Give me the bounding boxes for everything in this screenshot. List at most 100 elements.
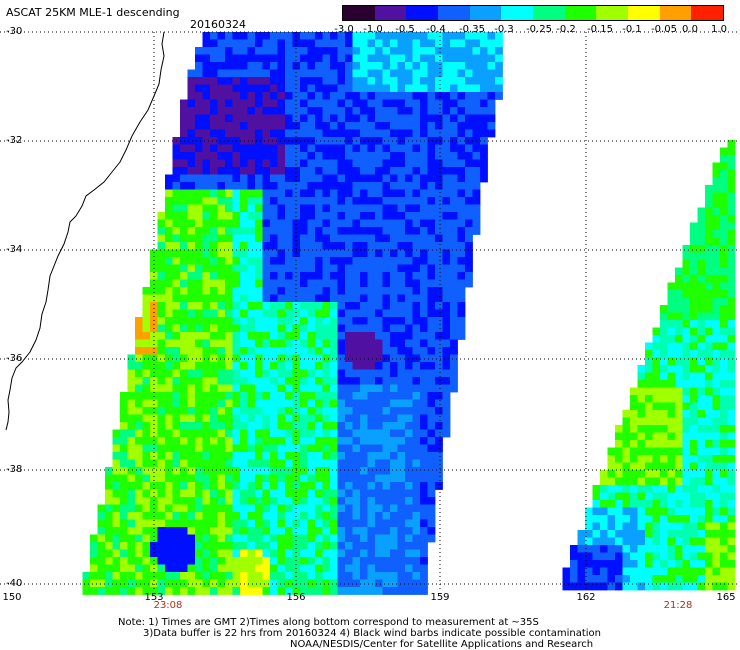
wind-cell bbox=[180, 444, 188, 453]
wind-cell bbox=[172, 339, 181, 348]
wind-cell bbox=[352, 152, 361, 160]
wind-cell bbox=[277, 467, 286, 475]
wind-cell bbox=[157, 212, 166, 220]
wind-cell bbox=[202, 489, 211, 498]
wind-cell bbox=[277, 324, 286, 333]
wind-cell bbox=[450, 54, 458, 63]
wind-cell bbox=[240, 332, 248, 340]
wind-cell bbox=[697, 507, 706, 516]
wind-cell bbox=[607, 582, 616, 591]
wind-cell bbox=[622, 537, 631, 546]
wind-cell bbox=[150, 332, 158, 340]
wind-cell bbox=[345, 287, 353, 295]
wind-cell bbox=[405, 519, 413, 528]
wind-cell bbox=[337, 219, 346, 228]
wind-cell bbox=[330, 69, 338, 78]
wind-cell bbox=[435, 399, 443, 408]
wind-cell bbox=[330, 99, 338, 108]
wind-cell bbox=[645, 440, 653, 448]
wind-cell bbox=[135, 437, 143, 445]
wind-cell bbox=[412, 302, 421, 310]
wind-cell bbox=[427, 257, 436, 265]
wind-cell bbox=[412, 234, 421, 243]
longitude-label: 156 bbox=[286, 592, 306, 603]
wind-cell bbox=[240, 467, 248, 475]
wind-cell bbox=[457, 92, 466, 100]
wind-cell bbox=[405, 182, 413, 190]
wind-cell bbox=[697, 320, 706, 328]
wind-cell bbox=[420, 429, 428, 438]
wind-cell bbox=[427, 339, 436, 348]
wind-cell bbox=[255, 242, 263, 250]
wind-cell bbox=[127, 564, 136, 573]
wind-cell bbox=[262, 497, 271, 505]
wind-cell bbox=[697, 260, 706, 268]
wind-cell bbox=[322, 429, 331, 438]
wind-cell bbox=[435, 32, 443, 40]
wind-cell bbox=[390, 332, 398, 340]
wind-cell bbox=[390, 549, 398, 558]
wind-cell bbox=[397, 467, 406, 475]
wind-cell bbox=[562, 575, 571, 583]
wind-cell bbox=[457, 227, 466, 235]
wind-cell bbox=[712, 545, 721, 553]
wind-cell bbox=[195, 527, 203, 535]
wind-cell bbox=[225, 504, 233, 513]
wind-cell bbox=[727, 335, 736, 343]
wind-cell bbox=[322, 467, 331, 475]
wind-cell bbox=[202, 257, 211, 265]
wind-cell bbox=[187, 317, 196, 325]
wind-cell bbox=[405, 174, 413, 183]
longitude-label: 150 bbox=[2, 592, 22, 603]
wind-cell bbox=[330, 497, 338, 505]
wind-cell bbox=[195, 197, 203, 205]
wind-cell bbox=[232, 579, 241, 588]
wind-cell bbox=[187, 92, 196, 100]
wind-cell bbox=[270, 32, 278, 40]
wind-cell bbox=[705, 410, 713, 418]
wind-cell bbox=[682, 515, 691, 523]
wind-cell bbox=[450, 287, 458, 295]
wind-cell bbox=[150, 587, 158, 595]
wind-cell bbox=[247, 339, 256, 348]
wind-cell bbox=[427, 107, 436, 115]
wind-cell bbox=[465, 62, 473, 70]
wind-cell bbox=[337, 384, 346, 393]
wind-cell bbox=[412, 77, 421, 85]
wind-cell bbox=[202, 159, 211, 168]
wind-cell bbox=[225, 362, 233, 370]
wind-cell bbox=[615, 470, 623, 478]
wind-cell bbox=[330, 167, 338, 175]
wind-cell bbox=[690, 365, 698, 373]
wind-cell bbox=[202, 354, 211, 363]
wind-cell bbox=[315, 287, 323, 295]
wind-cell bbox=[337, 474, 346, 483]
wind-cell bbox=[112, 534, 121, 543]
wind-cell bbox=[375, 489, 383, 498]
wind-cell bbox=[180, 369, 188, 378]
wind-cell bbox=[390, 272, 398, 280]
wind-cell bbox=[120, 512, 128, 520]
wind-cell bbox=[420, 144, 428, 153]
wind-cell bbox=[277, 189, 286, 198]
wind-cell bbox=[637, 440, 646, 448]
wind-cell bbox=[427, 369, 436, 378]
wind-cell bbox=[292, 152, 301, 160]
wind-cell bbox=[427, 197, 436, 205]
wind-cell bbox=[645, 455, 653, 463]
wind-cell bbox=[330, 572, 338, 580]
wind-cell bbox=[232, 527, 241, 535]
wind-cell bbox=[292, 542, 301, 550]
wind-cell bbox=[375, 347, 383, 355]
wind-cell bbox=[315, 324, 323, 333]
wind-cell bbox=[382, 249, 391, 258]
wind-cell bbox=[247, 459, 256, 468]
wind-cell bbox=[592, 560, 601, 568]
wind-cell bbox=[705, 365, 713, 373]
wind-cell bbox=[727, 237, 736, 246]
wind-cell bbox=[225, 542, 233, 550]
wind-cell bbox=[127, 512, 136, 520]
wind-cell bbox=[262, 287, 271, 295]
wind-cell bbox=[225, 77, 233, 85]
wind-cell bbox=[142, 534, 151, 543]
